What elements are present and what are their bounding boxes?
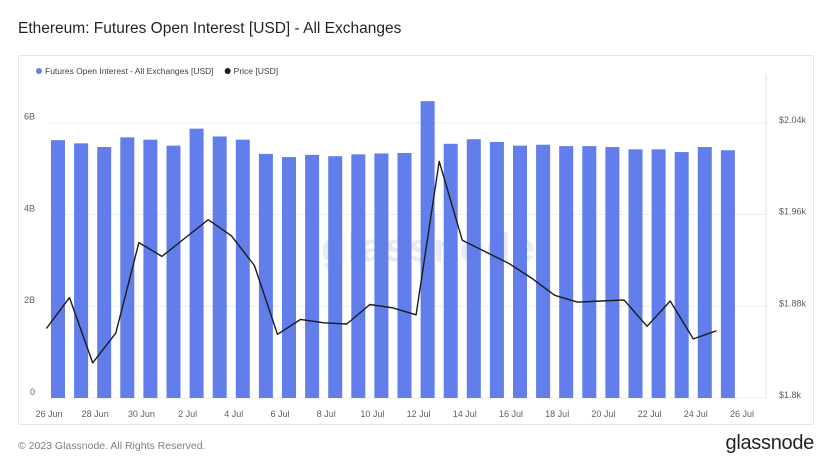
bar (374, 153, 389, 398)
bar (74, 143, 89, 398)
chart-svg: glassnode02B4B6B$1.8k$1.88k$1.96k$2.04k2… (24, 66, 807, 419)
bar (328, 156, 343, 398)
bar (582, 146, 597, 398)
bar (120, 137, 135, 398)
legend-label[interactable]: Futures Open Interest - All Exchanges [U… (45, 66, 214, 76)
bar (143, 139, 158, 398)
bar (166, 145, 181, 398)
bar (212, 136, 227, 398)
brand-logo[interactable]: glassnode (725, 432, 815, 454)
legend-swatch[interactable] (224, 68, 231, 74)
x-tick-label: 18 Jul (545, 409, 569, 419)
legend-label[interactable]: Price [USD] (234, 66, 278, 76)
x-tick-label: 30 Jun (128, 409, 155, 419)
bar (536, 144, 551, 398)
x-tick-label: 12 Jul (407, 409, 431, 419)
bar (351, 154, 366, 398)
x-tick-label: 2 Jul (178, 409, 197, 419)
y-left-tick-label: 0 (30, 387, 35, 397)
x-tick-label: 28 Jun (82, 409, 109, 419)
bar (189, 128, 204, 398)
x-tick-label: 26 Jul (730, 409, 754, 419)
y-right-tick-label: $1.8k (779, 390, 802, 400)
y-right-tick-label: $2.04k (779, 115, 807, 125)
bar (97, 147, 112, 398)
bar (51, 140, 65, 398)
bar (466, 139, 481, 399)
x-tick-label: 20 Jul (591, 409, 615, 419)
y-left-tick-label: 4B (24, 203, 35, 213)
bar (628, 149, 643, 398)
bar (651, 149, 666, 398)
bar (605, 147, 620, 398)
chart-card: glassnode02B4B6B$1.8k$1.88k$1.96k$2.04k2… (18, 55, 814, 425)
bar (397, 152, 412, 398)
bar (258, 153, 273, 398)
x-tick-label: 4 Jul (224, 409, 243, 419)
y-left-tick-label: 2B (24, 295, 35, 305)
bar (282, 157, 296, 398)
legend-swatch[interactable] (36, 68, 42, 74)
y-right-tick-label: $1.96k (779, 207, 807, 217)
bar (305, 154, 320, 398)
x-tick-label: 24 Jul (684, 409, 708, 419)
x-tick-label: 22 Jul (638, 409, 662, 419)
x-tick-label: 10 Jul (360, 409, 384, 419)
y-right-tick-label: $1.88k (779, 298, 807, 308)
copyright-text: © 2023 Glassnode. All Rights Reserved. (18, 440, 206, 452)
bar (513, 145, 527, 398)
x-tick-label: 14 Jul (453, 409, 477, 419)
x-tick-label: 16 Jul (499, 409, 523, 419)
bar (674, 152, 689, 398)
x-tick-label: 26 Jun (35, 409, 62, 419)
bar (559, 146, 574, 398)
bar (489, 141, 504, 398)
bar (720, 150, 735, 398)
bar (443, 143, 458, 398)
x-tick-label: 8 Jul (317, 409, 336, 419)
bar (420, 101, 435, 398)
bar (235, 139, 250, 398)
price-line (45, 160, 717, 364)
x-tick-label: 6 Jul (270, 409, 289, 419)
y-left-tick-label: 6B (24, 112, 35, 122)
bar (697, 147, 712, 398)
chart-title: Ethereum: Futures Open Interest [USD] - … (18, 20, 402, 37)
